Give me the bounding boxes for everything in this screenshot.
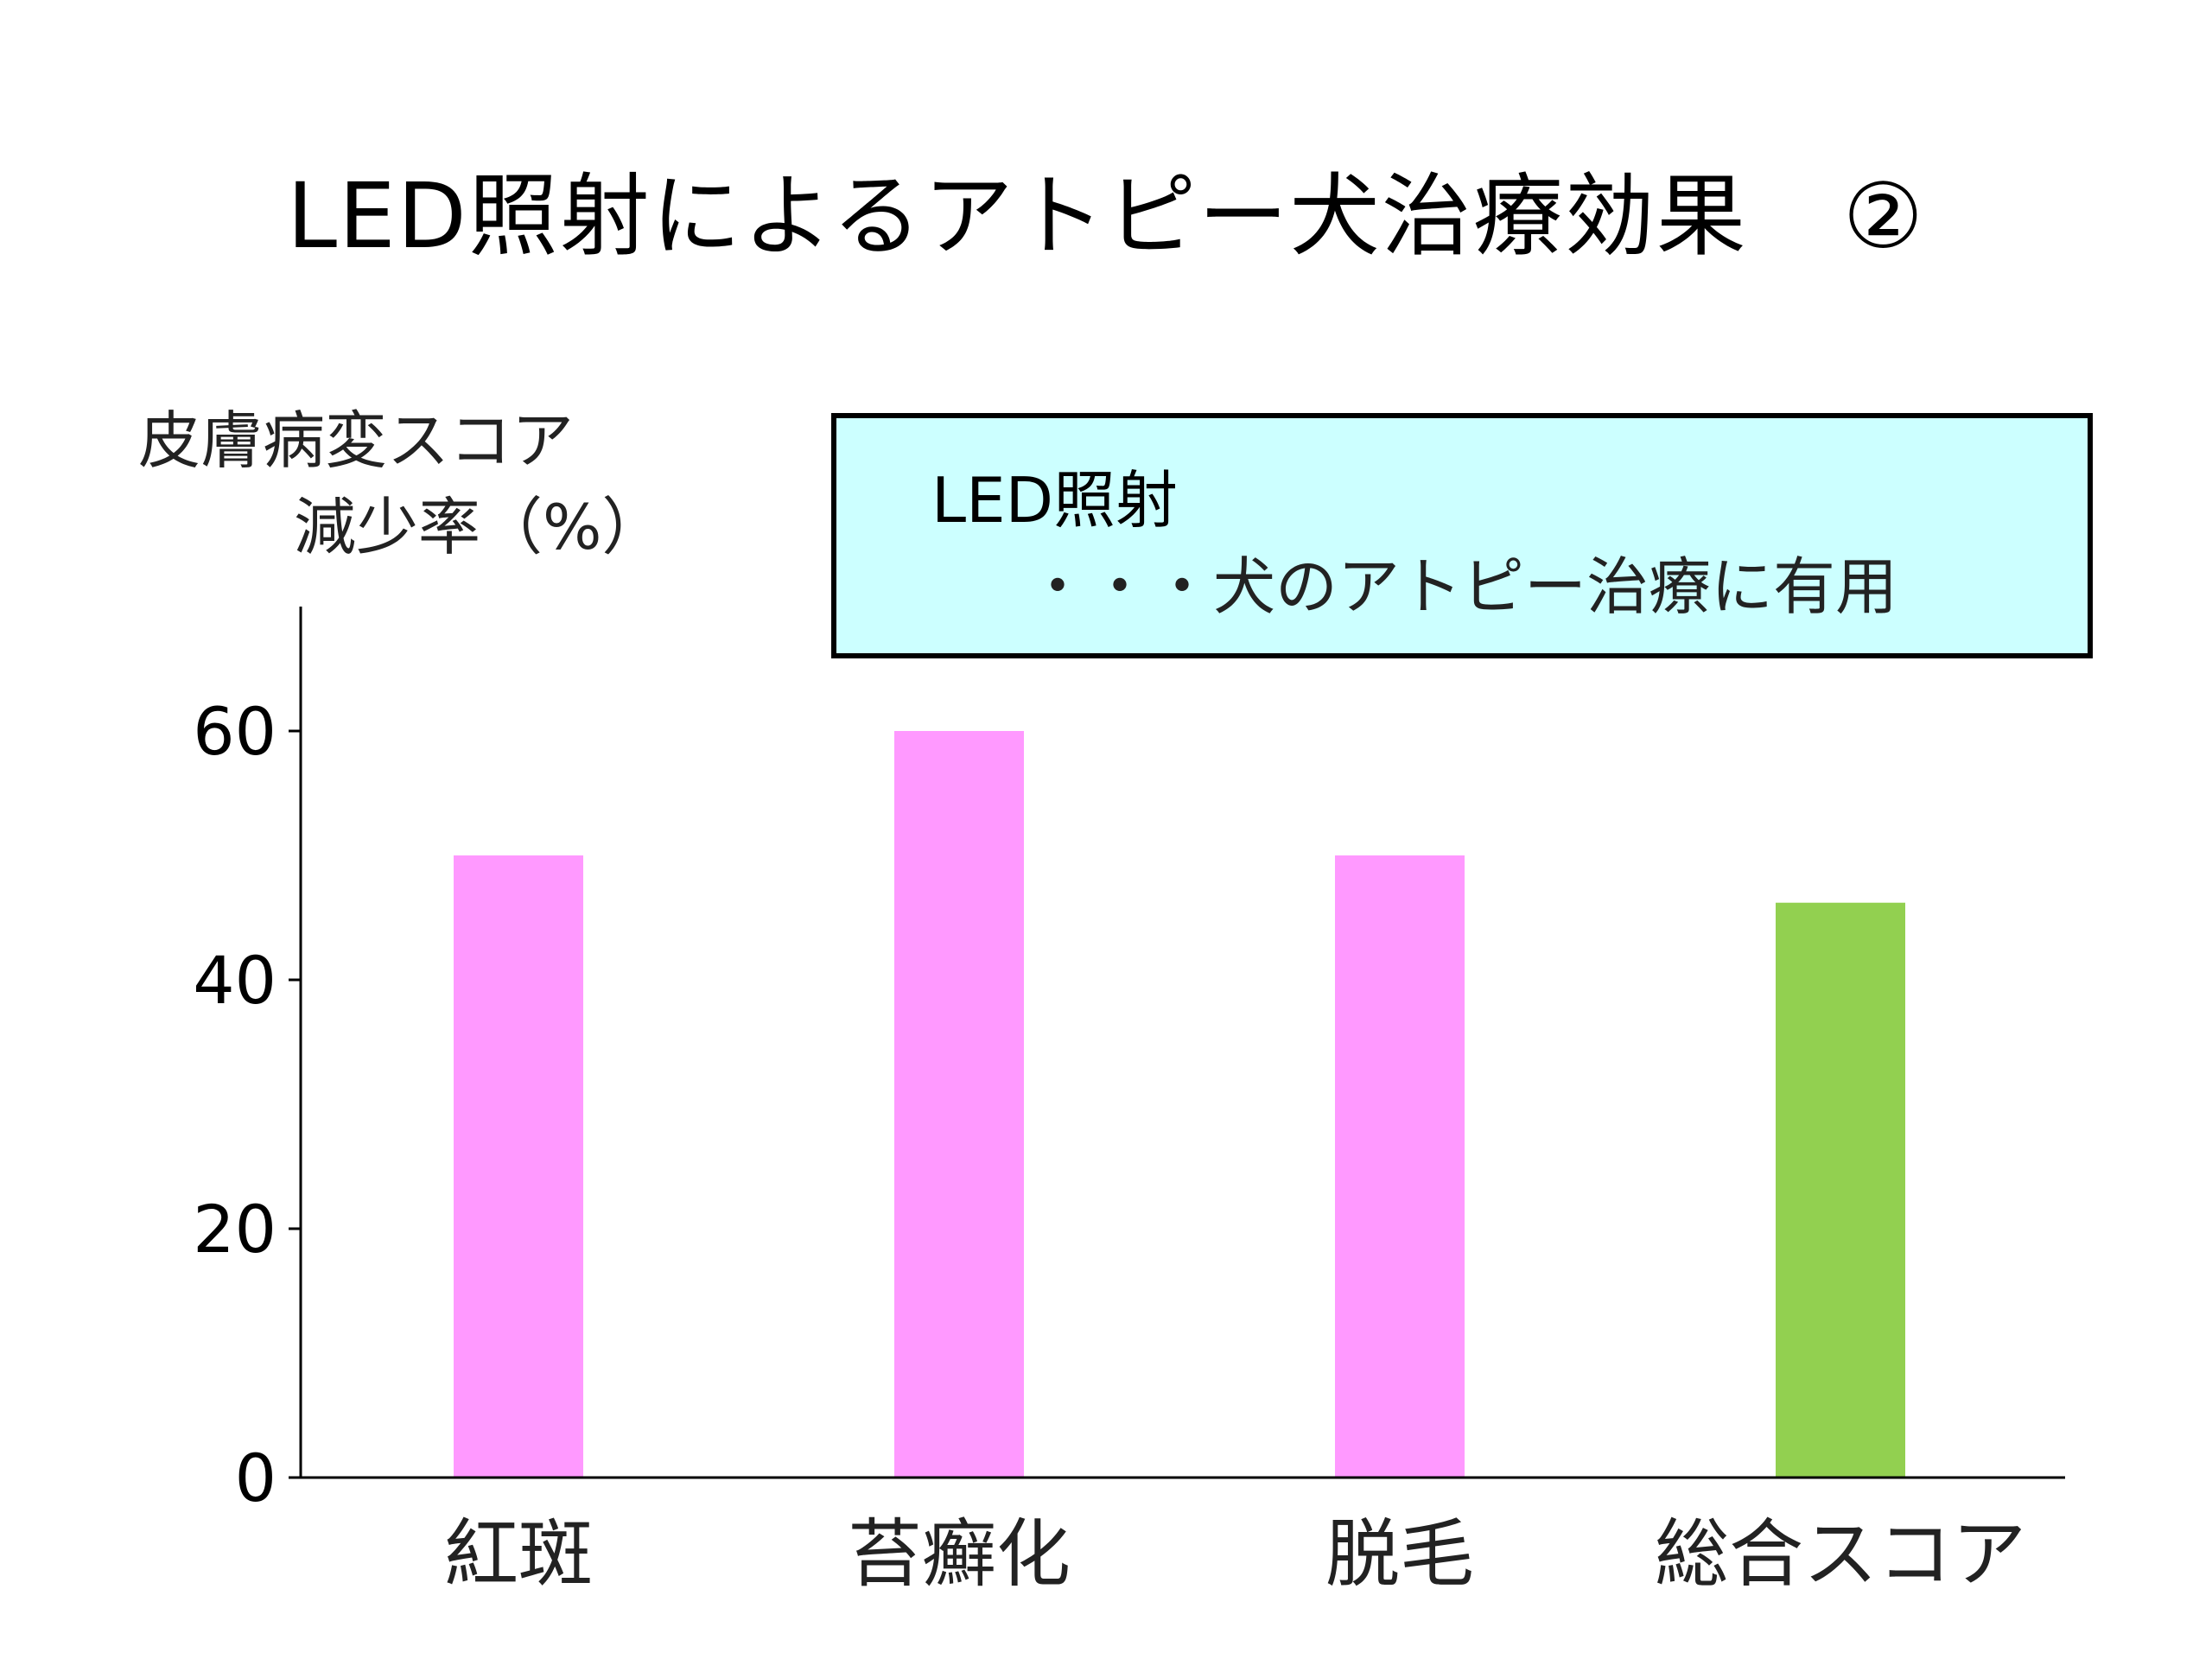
category-labels-group: 紅斑 苔癬化 脱毛 総合スコア — [444, 1511, 2026, 1598]
y-tick-label-60: 60 — [193, 693, 276, 770]
bar-3 — [1335, 855, 1465, 1478]
note-line-2: ・・・犬のアトピー治療に有用 — [1027, 550, 1898, 623]
y-tick-label-20: 20 — [193, 1191, 276, 1268]
bars-group — [454, 731, 1905, 1478]
bar-1 — [454, 855, 583, 1478]
y-axis-title: 皮膚病変スコア 減少率（%） — [138, 397, 691, 570]
y-tick-label-40: 40 — [193, 942, 276, 1019]
y-axis-title-line1: 皮膚病変スコア — [138, 404, 575, 477]
slide-title: LED照射によるアトピー犬治療効果 ② — [0, 156, 2212, 276]
slide-title-text: LED照射によるアトピー犬治療効果 — [287, 163, 1748, 269]
y-tick-label-0: 0 — [235, 1440, 276, 1516]
category-label-1: 紅斑 — [444, 1511, 593, 1598]
category-label-3: 脱毛 — [1325, 1511, 1474, 1598]
y-axis-title-line2: 減少率（%） — [294, 491, 664, 563]
note-line-1: LED照射 — [931, 464, 1179, 537]
conclusion-note-box: LED照射 ・・・犬のアトピー治療に有用 — [831, 413, 2093, 658]
y-ticks-group: 0 20 40 60 — [193, 693, 301, 1516]
bar-4 — [1776, 902, 1905, 1478]
category-label-2: 苔癬化 — [848, 1511, 1071, 1598]
axes-group — [289, 607, 2065, 1479]
slide-number-circle: ② — [1842, 163, 1925, 269]
category-label-4: 総合スコア — [1655, 1511, 2026, 1598]
bar-2 — [894, 731, 1024, 1478]
